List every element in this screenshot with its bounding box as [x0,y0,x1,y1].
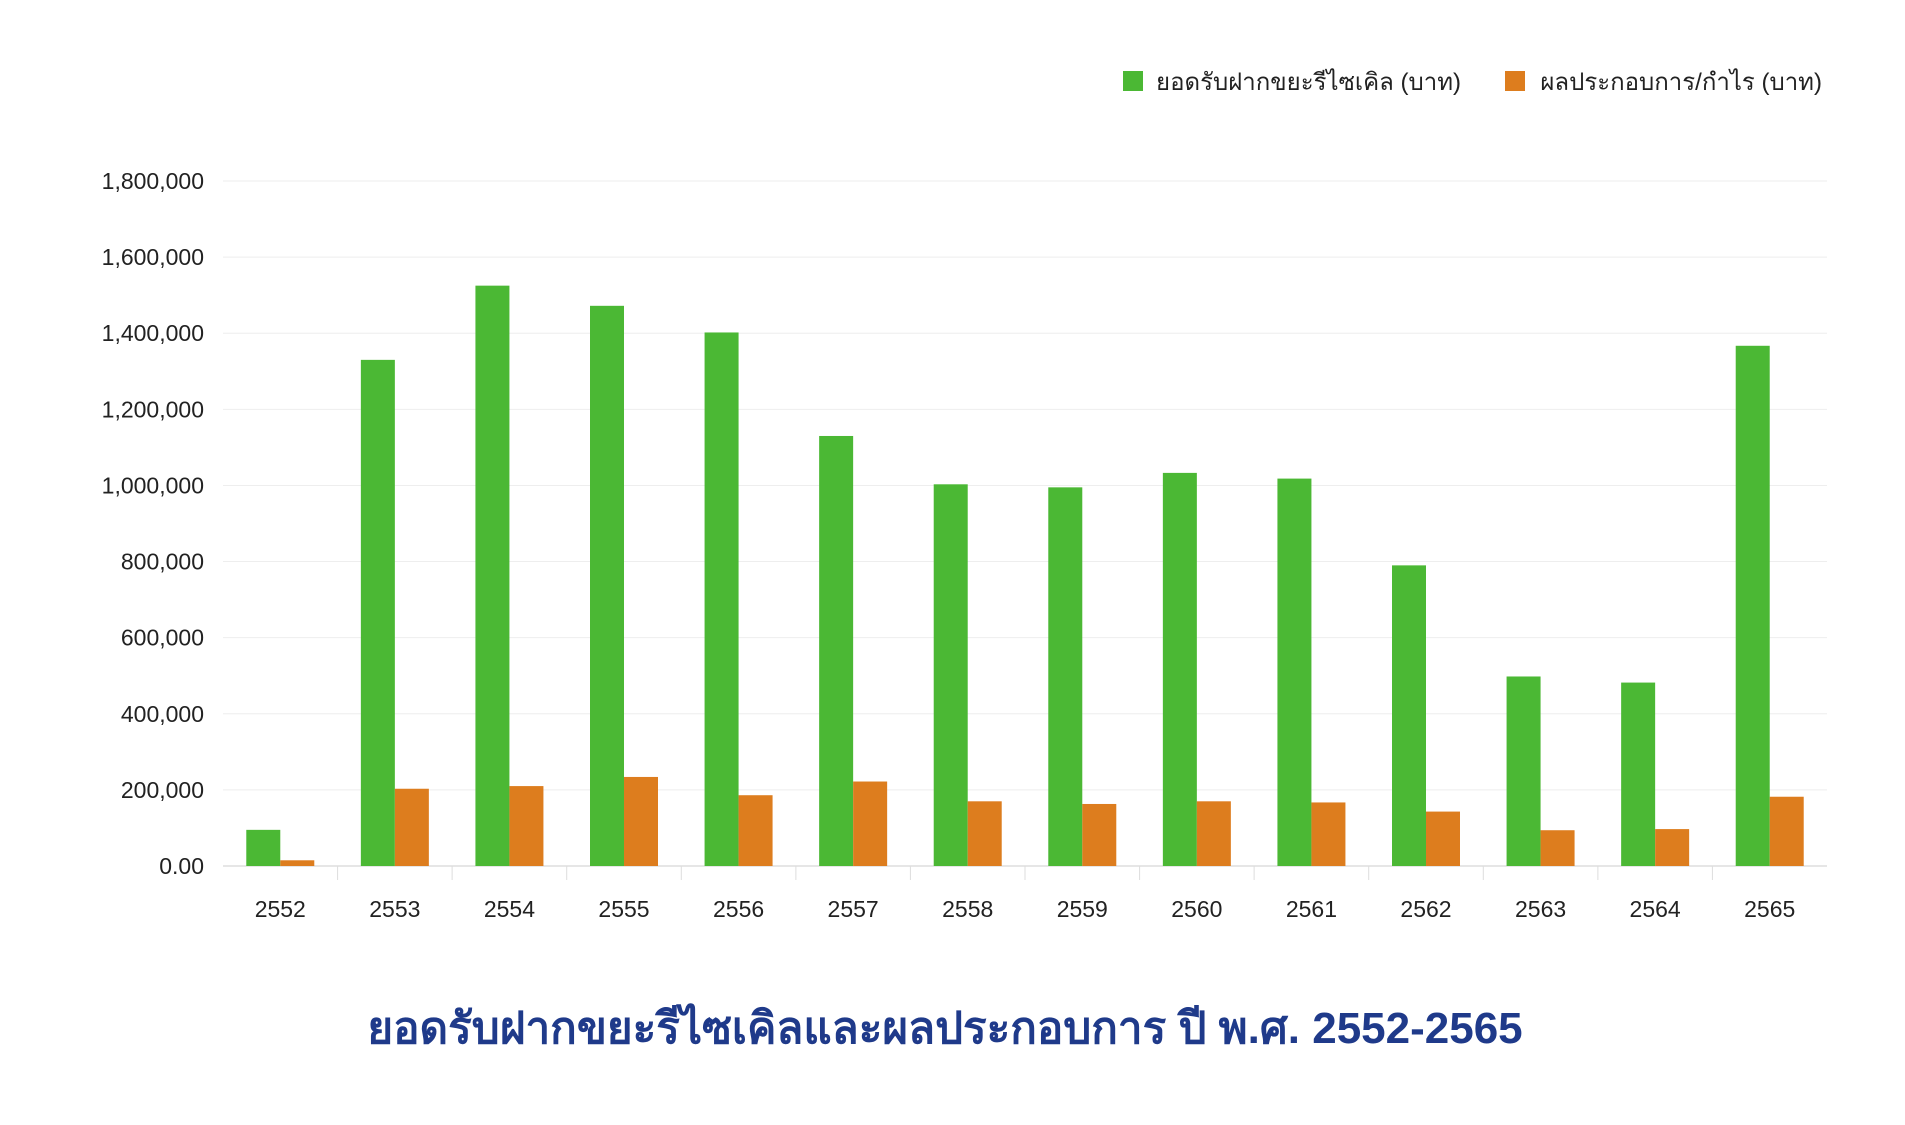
bar-deposits-2565[interactable] [1735,345,1770,867]
bar-deposits-2564[interactable] [1621,682,1656,866]
legend-label-deposits: ยอดรับฝากขยะรีไซเคิล (บาท) [1156,68,1461,96]
y-tick-label: 1,000,000 [102,472,204,498]
x-tick-label: 2553 [369,896,420,922]
y-tick-label: 800,000 [121,549,204,575]
y-axis: 0.00 200,000 400,000 600,000 800,000 1,000,00… [102,168,204,879]
bar-deposits-2557[interactable] [819,435,854,866]
bar-deposits-2558[interactable] [933,484,968,866]
bar-profit-2555[interactable] [624,776,658,866]
bar-deposits-2553[interactable] [360,359,395,866]
bar-profit-2554[interactable] [509,786,544,866]
bar-deposits-2552[interactable] [246,829,281,866]
legend-swatch-profit [1505,71,1525,91]
y-tick-label: 1,400,000 [102,320,204,346]
x-tick-label: 2558 [942,896,993,922]
y-tick-label: 1,600,000 [102,244,204,270]
y-tick-label: 400,000 [121,701,204,727]
y-tick-label: 0.00 [159,853,204,879]
y-tick-label: 1,200,000 [102,396,204,422]
legend-swatch-deposits [1123,71,1143,91]
x-tick-label: 2556 [713,896,764,922]
x-axis: 2552 2553 2554 2555 2556 2557 2558 2559 2560 2561… [255,896,1796,922]
bar-deposits-2561[interactable] [1277,478,1312,866]
x-tick-label: 2560 [1171,896,1222,922]
chart-title: ยอดรับฝากขยะรีไซเคิลและผลประกอบการ ปี พ.… [367,1002,1522,1053]
bar-profit-2556[interactable] [738,795,773,866]
bar-profit-2558[interactable] [967,801,1002,866]
x-tick-label: 2555 [598,896,649,922]
x-tick-label: 2557 [828,896,879,922]
legend: ยอดรับฝากขยะรีไซเคิล (บาท) ผลประกอบการ/ก… [1123,68,1822,96]
legend-item-profit[interactable]: ผลประกอบการ/กำไร (บาท) [1505,68,1822,96]
bar-deposits-2559[interactable] [1048,487,1083,866]
bar-deposits-2556[interactable] [704,332,739,866]
legend-label-profit: ผลประกอบการ/กำไร (บาท) [1540,68,1822,96]
x-tick-label: 2552 [255,896,306,922]
grid-lines [223,180,1827,880]
bar-profit-2564[interactable] [1655,829,1690,866]
bar-deposits-2562[interactable] [1392,565,1426,866]
x-tick-label: 2562 [1400,896,1451,922]
bar-deposits-2560[interactable] [1162,472,1197,866]
x-tick-label: 2554 [484,896,535,922]
bar-profit-2562[interactable] [1426,811,1460,866]
x-tick-label: 2563 [1515,896,1566,922]
x-tick-label: 2561 [1286,896,1337,922]
bar-profit-2557[interactable] [853,781,888,866]
x-tick-label: 2559 [1057,896,1108,922]
y-tick-label: 200,000 [121,777,204,803]
bar-profit-2553[interactable] [394,788,429,866]
bar-profit-2552[interactable] [280,860,315,866]
bar-deposits-2554[interactable] [475,285,510,866]
bar-profit-2560[interactable] [1196,801,1231,866]
bar-profit-2565[interactable] [1769,796,1804,866]
legend-item-deposits[interactable]: ยอดรับฝากขยะรีไซเคิล (บาท) [1123,68,1461,96]
y-tick-label: 600,000 [121,625,204,651]
bars [246,285,1804,867]
x-tick-label: 2564 [1630,896,1681,922]
y-tick-label: 1,800,000 [102,168,204,194]
bar-profit-2561[interactable] [1311,802,1346,866]
x-tick-label: 2565 [1744,896,1795,922]
bar-profit-2559[interactable] [1082,803,1117,866]
bar-deposits-2555[interactable] [590,305,624,866]
bar-deposits-2563[interactable] [1506,676,1541,866]
bar-profit-2563[interactable] [1540,830,1575,866]
